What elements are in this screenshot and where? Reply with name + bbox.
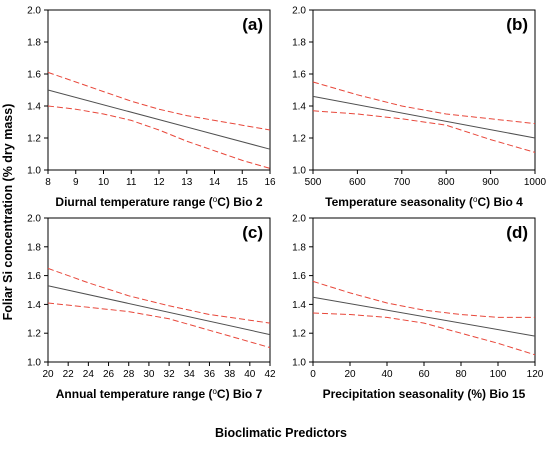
x-axis-label: Temperature seasonality (oC) Bio 4 [325, 195, 523, 210]
y-tick-label: 1.4 [27, 300, 41, 311]
x-tick-label: 42 [264, 369, 276, 380]
y-tick-label: 1.8 [27, 38, 41, 49]
x-tick-label: 38 [224, 369, 236, 380]
y-tick-label: 1.0 [292, 166, 306, 177]
x-tick-label: 700 [393, 177, 410, 188]
x-tick-label: 1000 [524, 177, 547, 188]
y-tick-label: 2.0 [27, 214, 41, 225]
global-y-axis-label: Foliar Si concentration (% dry mass) [1, 104, 15, 321]
x-tick-label: 16 [264, 177, 276, 188]
fit-line [312, 296, 536, 337]
x-tick-label: 11 [126, 177, 137, 188]
y-tick-label: 1.8 [292, 242, 306, 253]
x-tick-label: 28 [123, 369, 135, 380]
x-tick-label: 80 [455, 369, 467, 380]
plot-frame [47, 9, 271, 171]
ci-upper-line [312, 280, 535, 318]
x-tick-label: 24 [83, 369, 95, 380]
x-tick-label: 800 [438, 177, 455, 188]
panel-label: (c) [242, 223, 263, 242]
y-tick-label: 1.2 [292, 329, 306, 340]
x-tick-label: 900 [482, 177, 499, 188]
panel-3: 1.0 1.2 1.4 1.6 1.8 2.0 0 20 40 60 80 100 120 (d) Prec… [292, 214, 544, 402]
y-tick-label: 1.8 [27, 242, 41, 253]
y-tick-label: 1.4 [292, 300, 306, 311]
x-axis-label: Precipitation seasonality (%) Bio 15 [323, 387, 526, 401]
y-tick-label: 1.0 [27, 358, 41, 369]
y-tick-label: 2.0 [292, 6, 306, 17]
x-tick-label: 500 [305, 177, 322, 188]
x-tick-label: 40 [244, 369, 256, 380]
panel-0: 1.0 1.2 1.4 1.6 1.8 2.0 8 9 10 11 12 13 14 15 16 (a) Diu… [27, 6, 276, 210]
x-tick-label: 10 [98, 177, 110, 188]
y-tick-label: 2.0 [292, 214, 306, 225]
panel-label: (a) [242, 15, 263, 34]
x-tick-label: 34 [184, 369, 196, 380]
x-tick-label: 30 [143, 369, 155, 380]
x-tick-label: 22 [63, 369, 75, 380]
ci-upper-line [47, 267, 271, 324]
x-axis-label: Diurnal temperature range (oC) Bio 2 [55, 195, 262, 210]
y-tick-label: 1.6 [292, 70, 306, 81]
x-tick-label: 36 [204, 369, 216, 380]
x-tick-label: 0 [310, 369, 316, 380]
fit-line [47, 89, 271, 150]
panel-label: (d) [506, 223, 528, 242]
y-tick-label: 1.0 [292, 358, 306, 369]
ci-lower-line [47, 302, 271, 349]
ci-upper-line [312, 81, 536, 125]
x-tick-label: 32 [164, 369, 176, 380]
panel-label: (b) [506, 15, 528, 34]
x-tick-label: 12 [153, 177, 165, 188]
y-tick-label: 1.6 [27, 70, 41, 81]
y-tick-label: 1.4 [27, 102, 41, 113]
fit-line [312, 95, 536, 139]
x-axis-label: Annual temperature range (oC) Bio 7 [56, 387, 263, 402]
x-tick-label: 9 [73, 177, 79, 188]
x-tick-label: 600 [349, 177, 366, 188]
ci-lower-line [312, 110, 536, 153]
x-tick-label: 13 [181, 177, 193, 188]
y-tick-label: 2.0 [27, 6, 41, 17]
y-tick-label: 1.2 [292, 134, 306, 145]
x-tick-label: 40 [381, 369, 393, 380]
x-tick-label: 20 [344, 369, 356, 380]
plot-frame [312, 9, 536, 171]
fit-line [47, 285, 271, 336]
x-tick-label: 120 [527, 369, 544, 380]
global-x-axis-label: Bioclimatic Predictors [215, 426, 347, 440]
y-tick-label: 1.6 [27, 271, 41, 282]
y-tick-label: 1.0 [27, 166, 41, 177]
x-tick-label: 8 [45, 177, 51, 188]
panel-2: 1.0 1.2 1.4 1.6 1.8 2.0 20 22 24 26 28 30 32 34 36 38 40… [27, 214, 276, 402]
ci-upper-line [47, 71, 271, 131]
plot-frame [312, 217, 536, 363]
ci-lower-line [312, 312, 536, 356]
panel-1: 1.0 1.2 1.4 1.6 1.8 2.0 500 600 700 800 900 1000 (b)… [292, 6, 546, 210]
x-tick-label: 26 [103, 369, 115, 380]
plot-frame [47, 217, 271, 363]
y-tick-label: 1.4 [292, 102, 306, 113]
y-tick-label: 1.2 [27, 329, 41, 340]
x-tick-label: 14 [209, 177, 221, 188]
y-tick-label: 1.6 [292, 271, 306, 282]
x-tick-label: 100 [490, 369, 507, 380]
x-tick-label: 20 [42, 369, 54, 380]
x-tick-label: 60 [418, 369, 430, 380]
y-tick-label: 1.8 [292, 38, 306, 49]
y-tick-label: 1.2 [27, 134, 41, 145]
panels: 1.0 1.2 1.4 1.6 1.8 2.0 8 9 10 11 12 13 14 15 16 (a) Diu… [27, 6, 546, 402]
ci-lower-line [47, 105, 271, 169]
x-tick-label: 15 [237, 177, 249, 188]
